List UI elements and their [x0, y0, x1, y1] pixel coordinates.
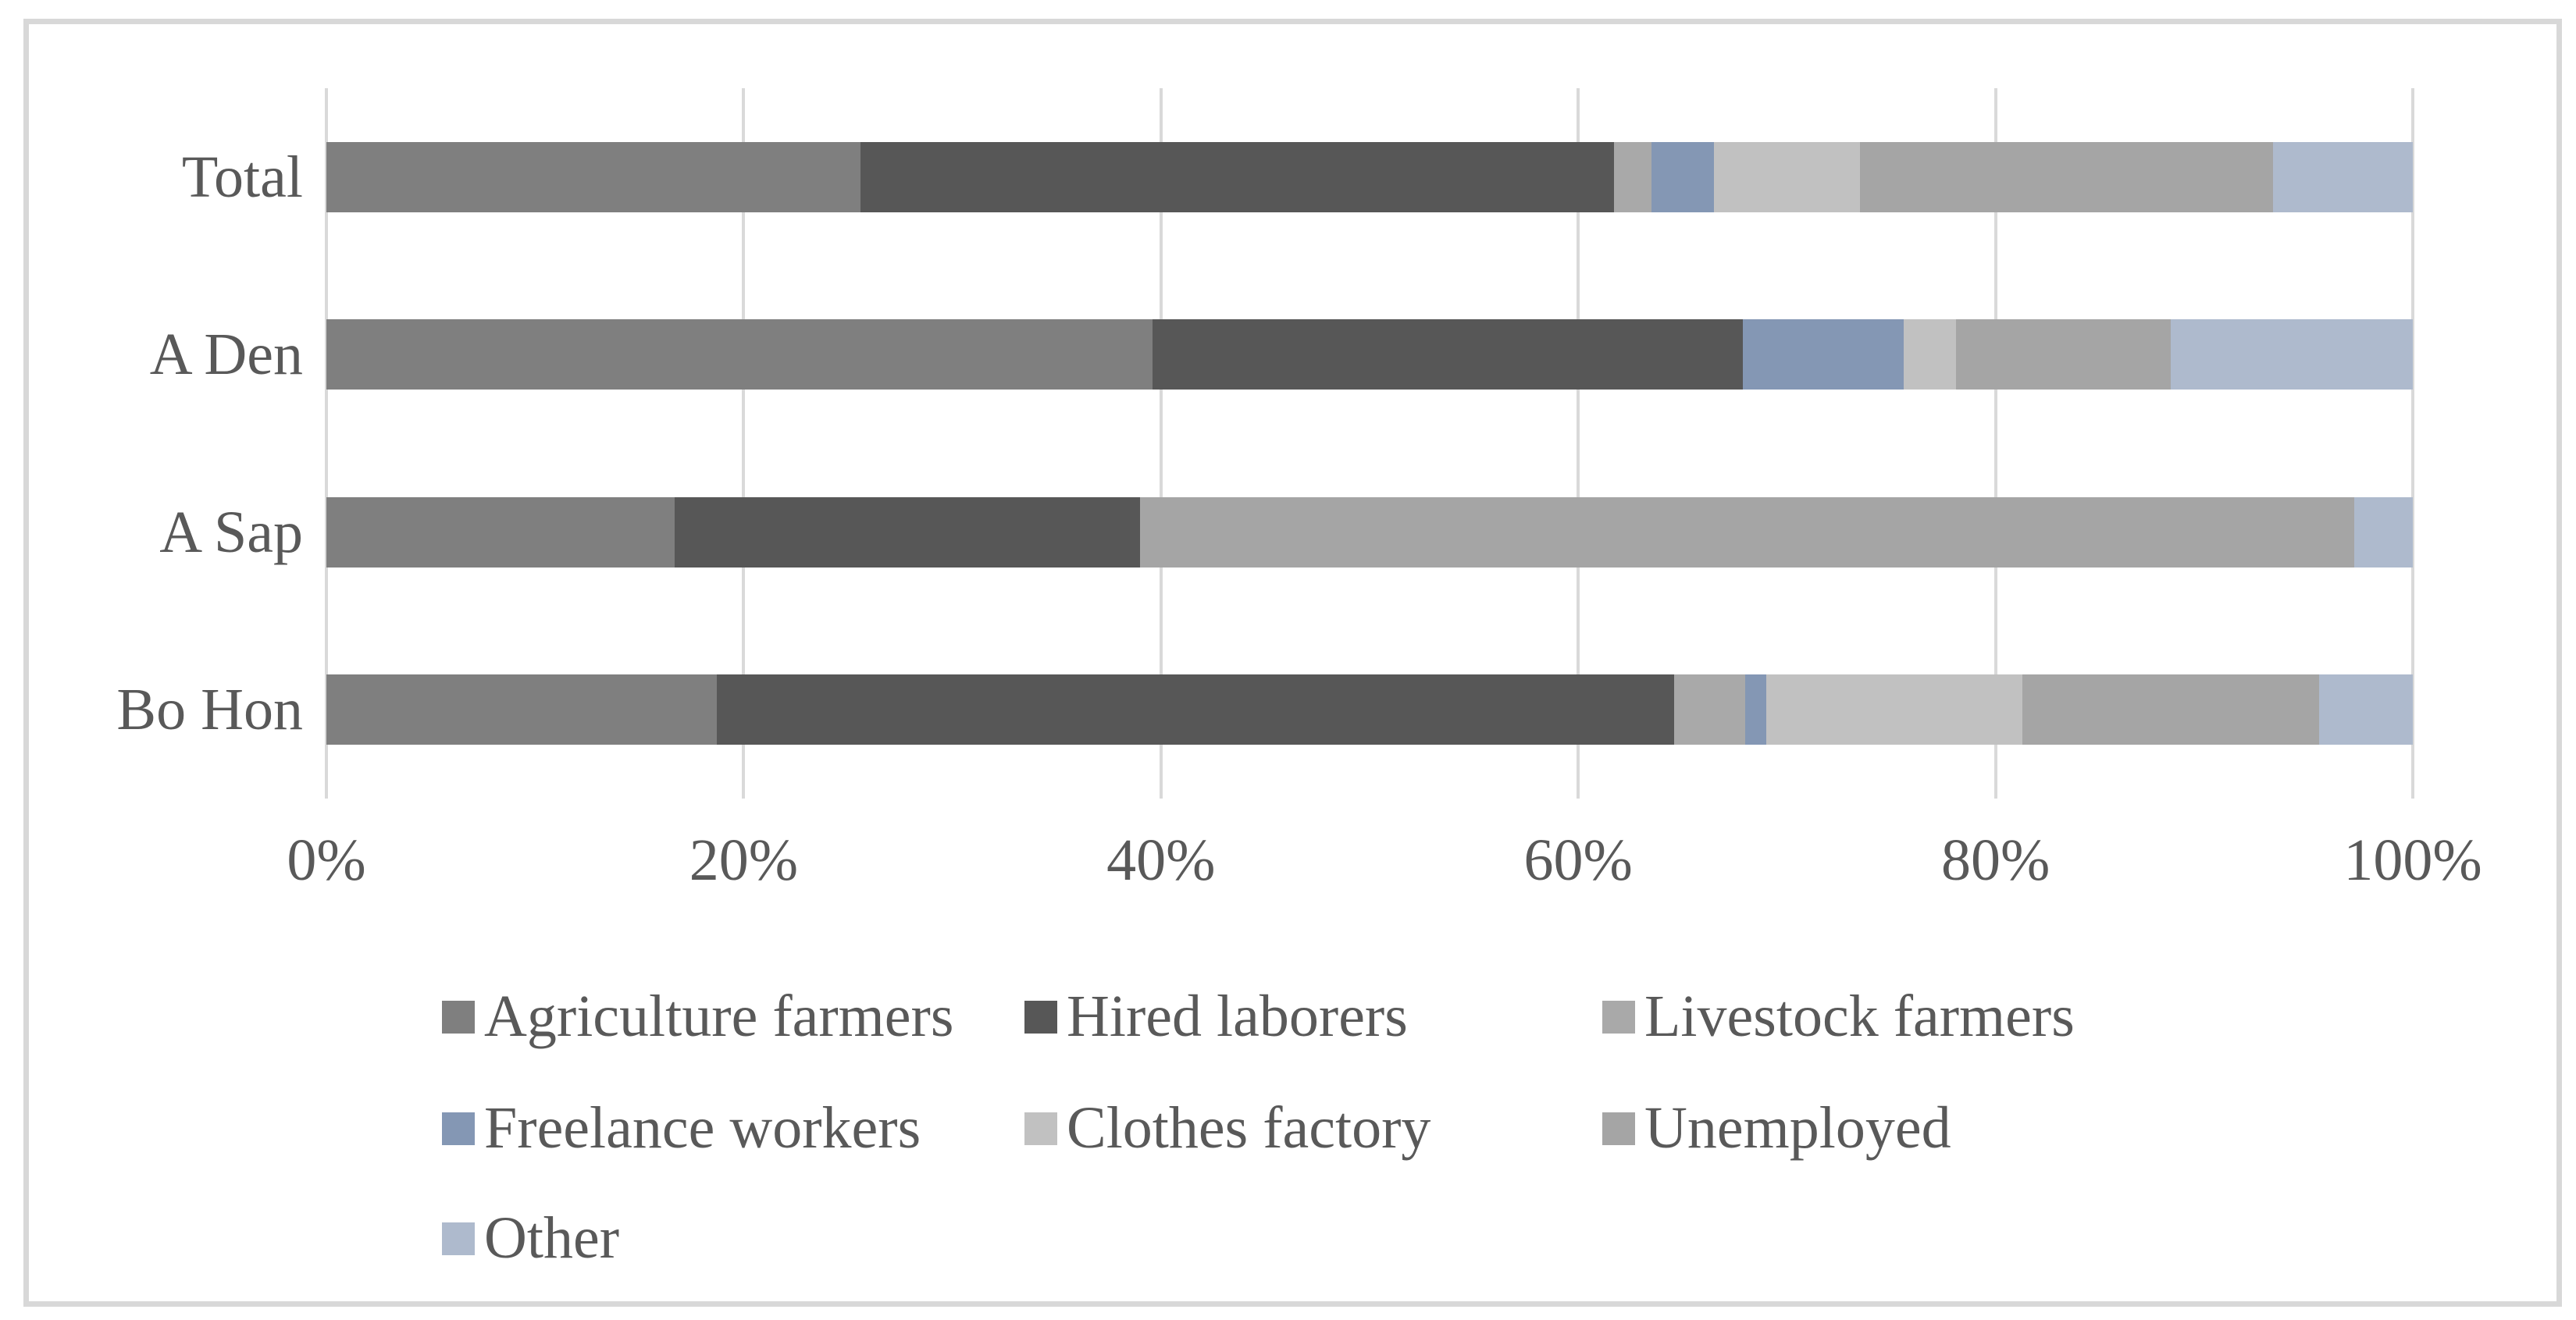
- legend-label: Other: [484, 1205, 620, 1271]
- legend-item-freelance-workers: Freelance workers: [442, 1094, 921, 1162]
- bar-segment-freelance-workers: [1744, 674, 1766, 745]
- bar-segment-freelance-workers: [1743, 319, 1904, 390]
- bar-segment-agriculture-farmers: [326, 141, 861, 212]
- gridline-100%: [2411, 88, 2414, 799]
- category-label-bo-hon: Bo Hon: [116, 677, 303, 743]
- bar-segment-clothes-factory: [1765, 674, 2023, 745]
- legend-item-other: Other: [442, 1204, 619, 1272]
- bar-segment-agriculture-farmers: [326, 496, 675, 567]
- bar-segment-livestock-farmers: [1613, 141, 1651, 212]
- bar-segment-agriculture-farmers: [326, 674, 717, 745]
- bar-segment-other: [2354, 496, 2413, 567]
- plot-area: [325, 88, 2414, 799]
- legend-swatch-other: [442, 1222, 475, 1255]
- legend-item-unemployed: Unemployed: [1602, 1094, 1951, 1162]
- legend-item-agriculture-farmers: Agriculture farmers: [442, 983, 953, 1051]
- bar-segment-hired-laborers: [1153, 319, 1744, 390]
- tick-label-100%: 100%: [2343, 827, 2482, 893]
- legend-swatch-agriculture-farmers: [442, 1000, 475, 1034]
- bar-segment-clothes-factory: [1904, 319, 1956, 390]
- bar-segment-hired-laborers: [716, 674, 1675, 745]
- legend-label: Unemployed: [1644, 1095, 1951, 1161]
- gridline-0%: [325, 88, 328, 799]
- legend-swatch-unemployed: [1602, 1112, 1635, 1145]
- bar-segment-agriculture-farmers: [326, 319, 1153, 390]
- category-label-a-den: A Den: [149, 322, 303, 388]
- category-label-a-sap: A Sap: [159, 499, 303, 565]
- legend-label: Livestock farmers: [1644, 984, 2075, 1049]
- bar-row-total: [326, 141, 2413, 212]
- tick-label-80%: 80%: [1940, 827, 2050, 893]
- legend-swatch-clothes-factory: [1024, 1112, 1057, 1145]
- bar-segment-freelance-workers: [1651, 141, 1714, 212]
- bar-segment-unemployed: [1140, 496, 2355, 567]
- bar-row-a-sap: [326, 496, 2413, 567]
- gridline-80%: [1993, 88, 1997, 799]
- tick-label-40%: 40%: [1106, 827, 1216, 893]
- tick-label-60%: 60%: [1523, 827, 1633, 893]
- legend-label: Freelance workers: [484, 1095, 921, 1161]
- legend-item-hired-laborers: Hired laborers: [1024, 983, 1408, 1051]
- bar-segment-unemployed: [1955, 319, 2172, 390]
- bar-segment-other: [2318, 674, 2413, 745]
- gridline-40%: [1159, 88, 1163, 799]
- legend-swatch-hired-laborers: [1024, 1000, 1057, 1034]
- bar-segment-unemployed: [1859, 141, 2273, 212]
- tick-label-0%: 0%: [287, 827, 366, 893]
- tick-label-20%: 20%: [689, 827, 799, 893]
- category-label-total: Total: [181, 144, 303, 210]
- legend-swatch-freelance-workers: [442, 1112, 475, 1145]
- bar-segment-unemployed: [2022, 674, 2319, 745]
- bar-row-bo-hon: [326, 674, 2413, 745]
- legend-swatch-livestock-farmers: [1602, 1000, 1635, 1034]
- bar-segment-other: [2272, 141, 2413, 212]
- gridline-20%: [742, 88, 746, 799]
- chart-frame: Total A Den A Sap Bo Hon 0% 20% 40% 60% 80% 100%…: [23, 19, 2562, 1307]
- legend-item-livestock-farmers: Livestock farmers: [1602, 983, 2075, 1051]
- legend-label: Agriculture farmers: [484, 984, 954, 1049]
- bar-segment-livestock-farmers: [1674, 674, 1745, 745]
- bar-segment-other: [2171, 319, 2413, 390]
- bar-segment-hired-laborers: [860, 141, 1614, 212]
- bar-segment-clothes-factory: [1713, 141, 1860, 212]
- legend-label: Clothes factory: [1067, 1095, 1431, 1161]
- bar-segment-hired-laborers: [675, 496, 1141, 567]
- bar-row-a-den: [326, 319, 2413, 390]
- gridline-60%: [1577, 88, 1580, 799]
- legend-label: Hired laborers: [1067, 984, 1408, 1049]
- legend-item-clothes-factory: Clothes factory: [1024, 1094, 1431, 1162]
